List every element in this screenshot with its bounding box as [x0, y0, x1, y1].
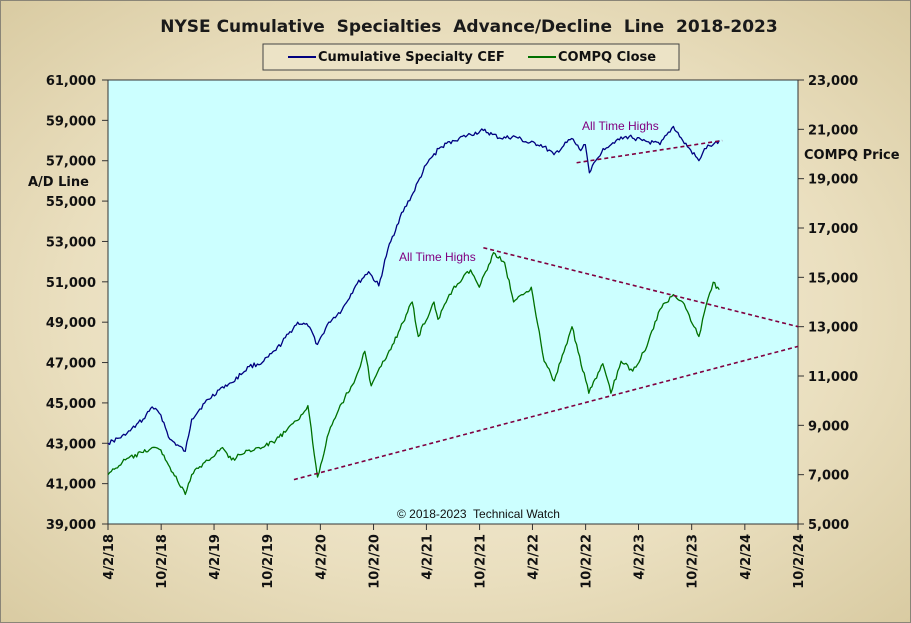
trendline-layer: [293, 139, 799, 481]
right-tick-label: 7,000: [808, 469, 849, 484]
right-tick-label: 17,000: [808, 222, 858, 237]
left-axis-label: A/D Line: [28, 175, 89, 190]
right-tick-label: 15,000: [808, 271, 858, 286]
x-tick-label: 4/2/21: [420, 534, 435, 580]
x-tick-label: 10/2/18: [155, 534, 170, 589]
right-tick-label: 19,000: [808, 173, 858, 188]
annotation-ath-cef: All Time Highs: [582, 119, 659, 133]
x-tick-label: 10/2/22: [580, 534, 595, 589]
x-tick-label: 4/2/22: [526, 534, 541, 580]
left-tick-label: 59,000: [46, 114, 96, 129]
left-tick-label: 45,000: [46, 397, 96, 412]
x-tick-label: 4/2/23: [633, 534, 648, 580]
right-tick-label: 9,000: [808, 419, 849, 434]
legend: Cumulative Specialty CEF COMPQ Close: [262, 43, 680, 71]
x-tick-label: 10/2/21: [474, 534, 489, 589]
chart-title: NYSE Cumulative Specialties Advance/Decl…: [160, 17, 777, 37]
left-tick-label: 39,000: [46, 518, 96, 533]
x-tick-label: 4/2/18: [102, 534, 117, 580]
series-layer: [107, 125, 720, 496]
annotation-ath-compq: All Time Highs: [399, 250, 476, 264]
left-tick-label: 53,000: [46, 235, 96, 250]
right-axis-label: COMPQ Price: [804, 148, 900, 163]
right-tick-label: 13,000: [808, 321, 858, 336]
left-tick-label: 43,000: [46, 437, 96, 452]
series-line-cef: [107, 125, 720, 452]
left-axis: 39,000 41,000 43,000 45,000 47,000 49,000 51,0…: [46, 74, 108, 533]
x-tick-label: 10/2/23: [686, 534, 701, 589]
left-tick-label: 61,000: [46, 74, 96, 89]
legend-box: [262, 43, 680, 71]
x-tick-label: 4/2/19: [208, 534, 223, 580]
right-tick-label: 23,000: [808, 74, 858, 89]
x-axis: 4/2/18 10/2/18 4/2/19 10/2/19 4/2/20 10/2/20 4…: [102, 524, 807, 589]
trendline-2: [293, 345, 799, 481]
copyright-footer: © 2018-2023 Technical Watch: [397, 507, 560, 521]
right-tick-label: 5,000: [808, 518, 849, 533]
left-tick-label: 49,000: [46, 316, 96, 331]
right-tick-label: 21,000: [808, 123, 858, 138]
left-tick-label: 57,000: [46, 155, 96, 170]
x-tick-label: 10/2/19: [261, 534, 276, 589]
left-tick-label: 55,000: [46, 195, 96, 210]
x-tick-label: 10/2/20: [368, 534, 383, 589]
trendline-3: [576, 139, 723, 164]
x-tick-label: 4/2/24: [739, 534, 754, 580]
left-tick-label: 41,000: [46, 478, 96, 493]
x-tick-label: 4/2/20: [314, 534, 329, 580]
left-tick-label: 47,000: [46, 357, 96, 372]
right-axis: 5,000 7,000 9,000 11,000 13,000 15,000 17,000 1…: [798, 74, 858, 533]
left-tick-label: 51,000: [46, 276, 96, 291]
legend-label-cef: Cumulative Specialty CEF: [318, 50, 505, 65]
trendline-1: [483, 246, 799, 328]
series-line-compq: [107, 252, 720, 496]
right-tick-label: 11,000: [808, 370, 858, 385]
x-tick-label: 10/2/24: [792, 534, 807, 589]
legend-label-compq: COMPQ Close: [558, 50, 656, 65]
